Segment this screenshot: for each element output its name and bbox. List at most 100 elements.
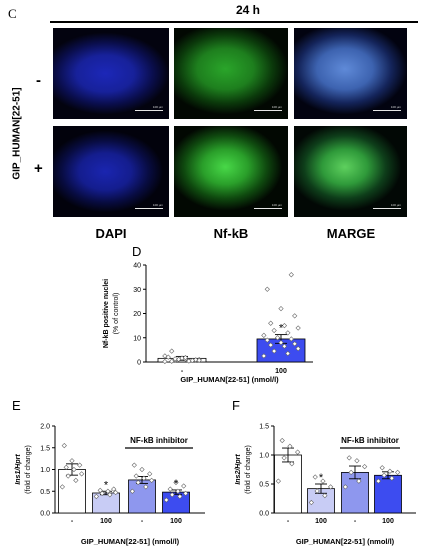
data-point: [295, 325, 301, 331]
data-point: [105, 488, 111, 494]
y-tick-label: 1.0: [40, 467, 50, 474]
column-label-dapi: DAPI: [95, 226, 127, 241]
data-point: [395, 469, 401, 476]
data-point: [268, 320, 274, 326]
significance-star: *: [104, 479, 109, 491]
data-point: [271, 348, 277, 354]
data-point: [79, 471, 85, 477]
data-point: [61, 442, 67, 449]
y-axis-label: Ins1/Hprt: [15, 454, 22, 485]
data-point: [183, 490, 189, 497]
x-tick-label: -: [141, 518, 144, 525]
scale-bar-label: 100 µm: [390, 203, 401, 207]
scale-bar: [254, 208, 282, 209]
x-tick-label: 100: [275, 368, 287, 375]
scale-bar-label: 100 µm: [152, 105, 163, 109]
data-point: [107, 492, 113, 498]
data-point: [71, 466, 77, 473]
x-tick-label: -: [71, 518, 74, 525]
data-point: [328, 484, 334, 490]
data-point: [59, 484, 65, 490]
data-point: [346, 455, 352, 461]
data-point: [281, 323, 288, 329]
data-point: [275, 478, 281, 484]
y-tick-label: 1.5: [259, 424, 269, 431]
data-point: [149, 477, 155, 483]
chart-f: F 0.0 0.5 1.0 1.5 Ins2/Hprt (fold of change) - 1…: [232, 398, 416, 546]
data-point: [69, 458, 75, 464]
data-point: [387, 468, 393, 474]
x-tick-label: 100: [100, 518, 112, 525]
x-tick-label: 100: [315, 518, 327, 525]
chart-d: D 0 10 20 30 40 Nf-kB positive nuclei (% of con…: [103, 244, 313, 384]
data-point: [354, 458, 360, 464]
data-point: [314, 488, 320, 494]
data-point: [99, 490, 105, 497]
data-point: [169, 492, 175, 498]
data-point: [288, 272, 294, 278]
y-tick-label: 40: [133, 263, 141, 270]
x-tick-label: -: [354, 518, 357, 525]
data-point: [173, 479, 179, 486]
data-point: [379, 465, 385, 471]
data-point: [63, 464, 69, 470]
data-point: [274, 335, 281, 341]
merge-image-minus: 100 µm: [294, 28, 407, 119]
data-point: [169, 348, 175, 354]
data-point: [97, 487, 103, 494]
data-point: [308, 499, 314, 506]
data-point: [285, 330, 291, 336]
data-point: [264, 286, 270, 292]
y-tick-label: 20: [133, 311, 141, 318]
data-point: [389, 475, 395, 481]
data-point: [139, 466, 145, 473]
data-point: [189, 357, 195, 364]
data-point: [65, 473, 71, 479]
data-point: [295, 346, 301, 352]
data-point: [312, 474, 318, 480]
data-point: [292, 313, 298, 319]
data-point: [281, 455, 287, 461]
merge-image-plus: 100 µm: [294, 126, 407, 217]
y-axis-sublabel: (fold of change): [25, 445, 32, 494]
y-tick-label: 0.5: [40, 489, 50, 496]
data-point: [268, 342, 274, 348]
y-tick-label: 2.0: [40, 424, 50, 431]
data-point: [73, 477, 79, 483]
y-tick-label: 1.0: [259, 453, 269, 460]
column-label-nfkb: Nf-kB: [213, 226, 249, 241]
data-point: [93, 493, 99, 500]
scale-bar: [373, 208, 401, 209]
scale-bar-label: 100 µm: [271, 203, 282, 207]
data-point: [375, 478, 381, 484]
y-axis-sublabel: (fold of change): [245, 445, 252, 494]
data-point: [261, 332, 267, 338]
x-tick-label: 100: [170, 518, 182, 525]
data-point: [320, 478, 326, 484]
data-point: [182, 355, 189, 361]
y-tick-label: 0: [137, 360, 141, 367]
panel-letter-c: C: [8, 6, 17, 21]
data-point: [169, 358, 175, 364]
data-point: [175, 488, 181, 494]
x-tick-label: -: [287, 518, 290, 525]
data-point: [295, 449, 301, 455]
data-point: [381, 472, 387, 478]
significance-star: *: [319, 472, 324, 484]
bar: [274, 454, 302, 514]
data-point: [141, 475, 147, 481]
data-point: [162, 353, 168, 359]
y-tick-label: 0.5: [259, 482, 269, 489]
x-axis-label: GIP_HUMAN[22-51] (nmol/l): [180, 375, 279, 384]
significance-star: *: [279, 323, 284, 335]
data-point: [288, 336, 294, 342]
data-point: [271, 327, 277, 334]
dapi-image-minus: 100 µm: [53, 28, 169, 119]
data-point: [362, 463, 368, 470]
y-axis-label: Ins2/Hprt: [235, 454, 242, 485]
y-tick-label: 0.0: [40, 511, 50, 518]
data-point: [279, 437, 285, 444]
panel-letter: D: [132, 244, 141, 259]
time-bar-line: [50, 21, 418, 23]
